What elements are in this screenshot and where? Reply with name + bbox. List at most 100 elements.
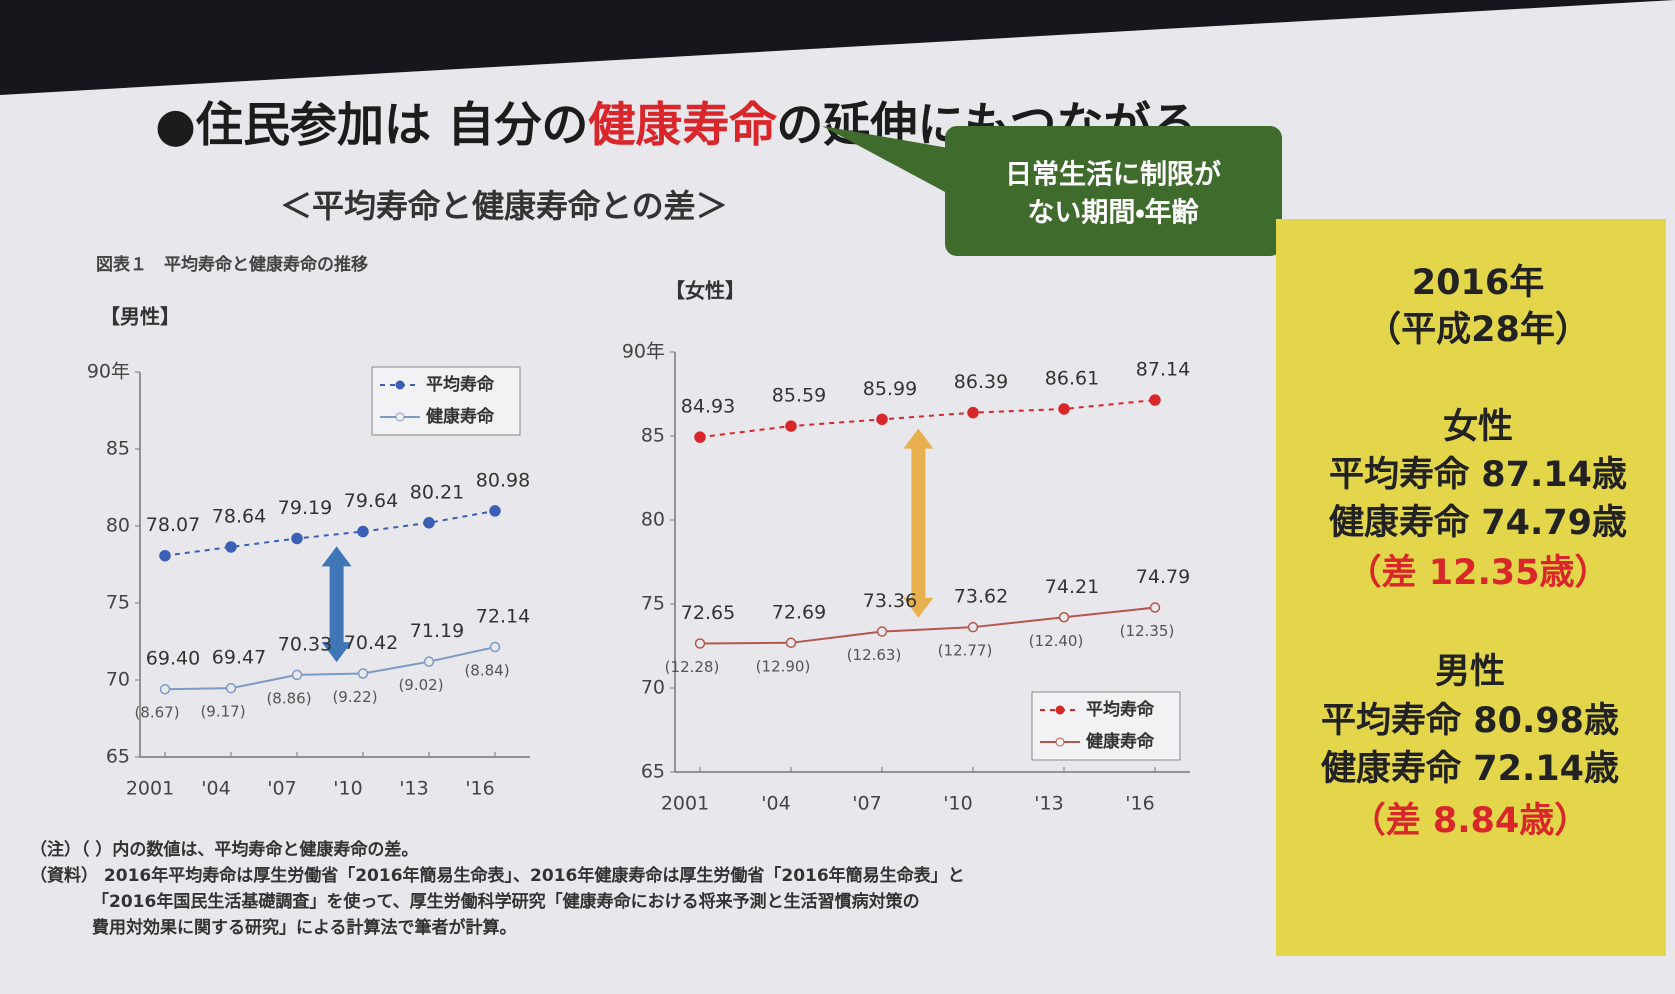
x-tick-label: '04 [761,793,790,815]
legend-box [1031,691,1181,761]
title-prefix: 住民参加は 自分の [195,98,588,153]
chart-title: 【女性】 [665,279,745,303]
data-point [225,541,237,553]
data-point [785,420,797,432]
data-label: 87.14 [1136,359,1190,381]
data-point [876,626,888,637]
gap-label: (12.40) [1029,632,1084,650]
data-label: 69.47 [212,647,266,669]
series-line [164,646,496,691]
legend-box [371,366,521,436]
x-tick-label: '10 [943,793,972,815]
data-label: 70.33 [278,633,332,655]
gap-arrow [321,546,352,663]
gap-label: (8.84) [464,662,509,680]
summary-line: 健康寿命 74.79歳 [1329,503,1627,543]
data-label: 72.69 [772,601,826,623]
legend-marker [395,412,405,422]
legend-marker [1055,737,1065,747]
data-label: 80.98 [476,469,530,491]
x-tick-label: '07 [267,778,296,800]
gap-label: (12.90) [756,657,811,675]
data-label: 74.21 [1045,576,1099,598]
data-point [785,637,797,649]
data-label: 69.40 [146,648,200,670]
legend-label: 平均寿命 [426,374,495,395]
y-tick-label: 70 [106,669,130,691]
figure-caption: 図表１ 平均寿命と健康寿命の推移 [96,254,368,275]
x-tick-label: '07 [852,793,881,815]
gap-label: (12.63) [847,646,902,664]
callout-pointer [822,126,960,200]
note: 「2016年国民生活基礎調査」を使って、厚生労働科学研究「健康寿命における将来予… [92,891,920,912]
y-tick-label: 65 [641,761,665,783]
gap-label: (12.28) [665,658,720,676]
data-label: 70.42 [344,632,398,654]
gap-label: (12.35) [1120,622,1175,640]
note: （注）（ ）内の数値は、平均寿命と健康寿命の差。 [30,839,418,860]
data-label: 72.14 [476,606,530,628]
gap-label: (8.67) [134,704,179,722]
data-label: 79.19 [278,497,332,519]
data-point [694,431,706,443]
legend-marker [1055,705,1065,715]
series-line [699,606,1156,645]
data-label: 85.99 [863,378,917,400]
gap-arrow [903,428,934,618]
callout-line: ない期間・年齢 [1027,197,1198,229]
data-point [1058,403,1070,415]
summary-gap: （差 12.35歳） [1347,553,1610,593]
data-point [291,669,303,681]
y-tick-label: 90年 [87,361,130,383]
data-point [357,668,369,679]
data-point [876,413,888,426]
y-tick-label: 75 [641,593,665,615]
summary-gap: （差 8.84歳） [1351,801,1590,841]
x-tick-label: '04 [201,778,230,800]
legend-marker [395,380,405,390]
x-tick-label: '16 [1125,793,1154,815]
data-label: 80.21 [410,481,464,503]
note: 費用対効果に関する研究」による計算法で筆者が計算。 [92,917,517,938]
summary-box [1276,219,1666,956]
gap-label: (9.17) [200,703,245,721]
data-label: 74.79 [1136,566,1190,588]
data-point [694,638,706,649]
legend-label: 健康寿命 [425,406,495,427]
data-point [967,621,979,633]
summary-line: 健康寿命 72.14歳 [1321,749,1619,789]
summary-era: （平成28年） [1366,310,1590,350]
x-tick-label: '16 [465,778,494,800]
legend-label: 健康寿命 [1085,731,1155,752]
callout-line: 日常生活に制限が [1005,159,1221,191]
y-tick-label: 65 [106,746,130,768]
data-point [357,525,369,538]
data-point [423,517,435,529]
summary-heading: 女性 [1443,407,1513,447]
summary-line: 平均寿命 80.98歳 [1321,701,1619,741]
data-label: 71.19 [410,620,464,642]
data-point [1058,612,1070,623]
data-point [967,406,979,419]
data-label: 86.39 [954,371,1008,393]
data-point [1149,602,1161,613]
y-tick-label: 85 [641,425,665,447]
data-point [159,683,171,695]
title-highlight: 健康寿命 [588,98,777,153]
gap-label: (12.77) [938,642,993,660]
data-label: 84.93 [681,396,735,418]
y-tick-label: 90年 [622,341,665,363]
legend-label: 平均寿命 [1086,699,1155,720]
callout-box [945,126,1282,256]
data-label: 73.62 [954,586,1008,608]
y-tick-label: 80 [641,509,665,531]
gap-label: (9.22) [332,688,377,706]
title-bullet: ● [155,98,196,153]
series-line [699,399,1156,439]
x-tick-label: '13 [1034,793,1063,815]
data-label: 85.59 [772,385,826,407]
summary-line: 平均寿命 87.14歳 [1329,455,1627,495]
data-label: 73.36 [863,590,917,612]
